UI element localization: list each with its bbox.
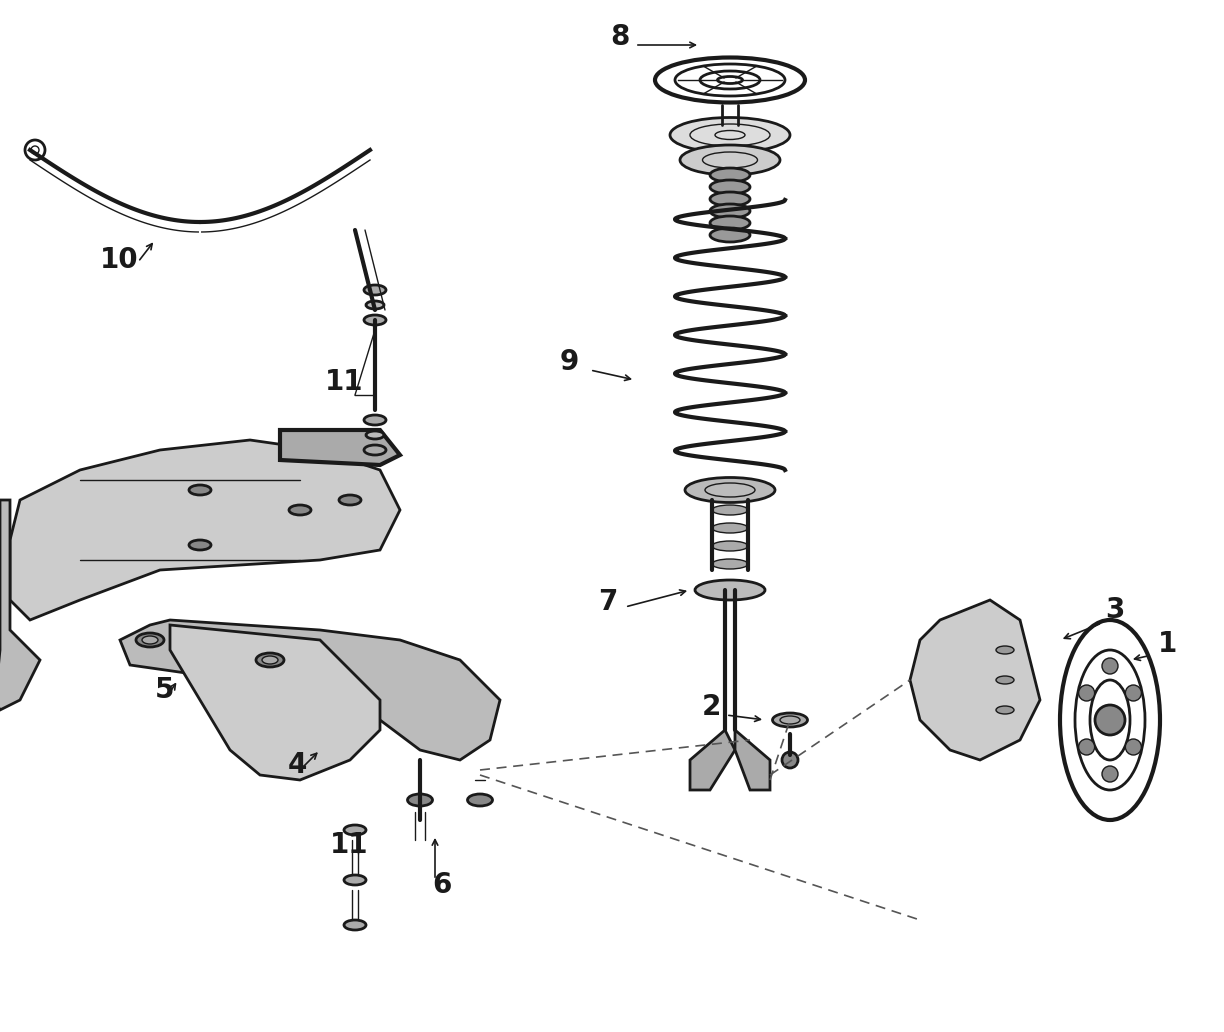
Text: 2: 2 [703, 694, 721, 721]
Text: 11: 11 [330, 831, 368, 859]
Ellipse shape [364, 285, 386, 295]
Polygon shape [909, 600, 1040, 760]
Text: 5: 5 [155, 676, 175, 704]
Ellipse shape [681, 146, 780, 175]
Ellipse shape [710, 216, 750, 230]
Ellipse shape [408, 794, 432, 806]
Ellipse shape [712, 541, 748, 551]
Text: 7: 7 [599, 588, 617, 616]
Text: 10: 10 [100, 246, 138, 275]
Ellipse shape [710, 204, 750, 218]
Polygon shape [10, 440, 400, 620]
Ellipse shape [712, 523, 748, 533]
Polygon shape [0, 499, 40, 710]
Ellipse shape [344, 875, 366, 885]
Ellipse shape [339, 495, 361, 505]
Ellipse shape [996, 706, 1013, 714]
Polygon shape [120, 620, 499, 760]
Ellipse shape [364, 315, 386, 325]
Ellipse shape [366, 431, 384, 439]
Ellipse shape [710, 192, 750, 206]
Ellipse shape [344, 825, 366, 835]
Ellipse shape [996, 646, 1013, 654]
Polygon shape [280, 430, 400, 465]
Circle shape [1095, 705, 1125, 735]
Ellipse shape [256, 653, 284, 667]
Text: 11: 11 [326, 368, 364, 396]
Polygon shape [690, 730, 734, 791]
Ellipse shape [685, 478, 775, 503]
Ellipse shape [364, 445, 386, 455]
Ellipse shape [710, 168, 750, 182]
Text: 6: 6 [432, 871, 452, 899]
Text: 1: 1 [1158, 630, 1177, 658]
Circle shape [1102, 658, 1118, 674]
Circle shape [1125, 739, 1142, 755]
Text: 9: 9 [561, 348, 579, 376]
Ellipse shape [468, 794, 492, 806]
Ellipse shape [262, 656, 278, 664]
Text: 8: 8 [610, 23, 629, 51]
Text: 4: 4 [288, 751, 307, 779]
Ellipse shape [364, 415, 386, 425]
Ellipse shape [136, 633, 164, 647]
Ellipse shape [142, 636, 158, 644]
Ellipse shape [712, 559, 748, 569]
Ellipse shape [366, 301, 384, 309]
Polygon shape [170, 625, 379, 780]
Circle shape [782, 752, 798, 768]
Ellipse shape [344, 920, 366, 930]
Ellipse shape [712, 505, 748, 515]
Ellipse shape [772, 713, 808, 727]
Polygon shape [734, 730, 770, 791]
Ellipse shape [188, 540, 211, 550]
Text: 3: 3 [1105, 596, 1125, 624]
Ellipse shape [996, 676, 1013, 684]
Ellipse shape [289, 505, 311, 515]
Ellipse shape [695, 580, 765, 600]
Ellipse shape [710, 228, 750, 241]
Ellipse shape [710, 180, 750, 194]
Circle shape [1078, 739, 1094, 755]
Ellipse shape [670, 118, 789, 153]
Circle shape [1125, 685, 1142, 701]
Circle shape [1102, 766, 1118, 782]
Circle shape [1078, 685, 1094, 701]
Ellipse shape [188, 485, 211, 495]
